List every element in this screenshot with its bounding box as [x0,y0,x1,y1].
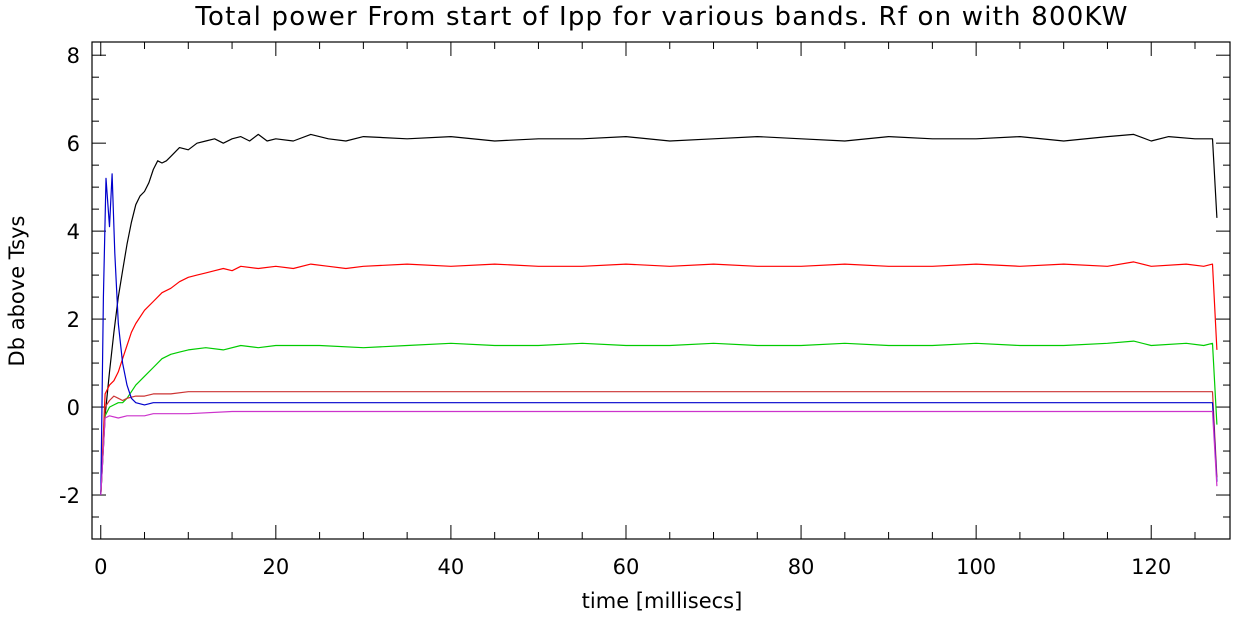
y-axis-label: Db above Tsys [5,216,29,367]
y-tick-label: 2 [67,308,80,332]
x-axis: 0 20 40 60 80 100 120 [94,42,1196,579]
x-tick-label: 40 [438,555,465,579]
series-layer [100,133,1218,496]
x-axis-label: time [millisecs] [582,589,743,613]
series-line-3 [100,340,1218,496]
x-tick-label: 80 [788,555,815,579]
series-line-1 [100,133,1218,496]
x-tick-label: 100 [956,555,996,579]
x-tick-label: 20 [262,555,289,579]
x-tick-label: 120 [1131,555,1171,579]
plot-frame [91,41,1231,540]
series-line-4 [100,391,1218,496]
x-tick-label: 60 [613,555,640,579]
y-tick-label: 8 [67,44,80,68]
series-line-2 [100,261,1218,496]
y-tick-label: 0 [67,396,80,420]
series-line-6 [100,410,1218,496]
y-axis: -2 0 2 4 6 8 [59,44,1230,540]
y-tick-label: -2 [59,484,80,508]
y-tick-label: 4 [67,220,80,244]
y-tick-label: 6 [67,132,80,156]
chart-title: Total power From start of Ipp for variou… [194,2,1128,32]
x-tick-label: 0 [94,555,107,579]
series-line-5 [100,173,1218,496]
